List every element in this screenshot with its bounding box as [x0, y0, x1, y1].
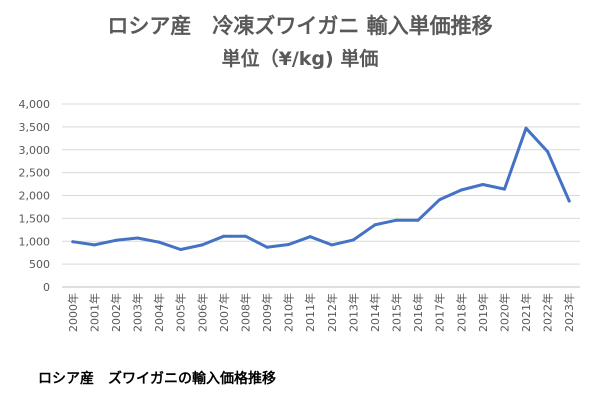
- x-tick-label: 2007年: [217, 293, 231, 332]
- data-point: [546, 150, 550, 154]
- x-tick-label: 2017年: [433, 293, 447, 332]
- y-tick-label: 500: [29, 258, 50, 271]
- figure-caption: ロシア産 ズワイガニの輸入価格推移: [38, 371, 276, 387]
- chart-title: ロシア産 冷凍ズワイガニ 輸入単価推移: [107, 14, 493, 38]
- y-tick-label: 3,000: [19, 144, 51, 157]
- data-point: [308, 235, 312, 239]
- data-point: [222, 234, 226, 238]
- x-tick-label: 2011年: [303, 293, 317, 332]
- data-point: [567, 199, 571, 203]
- data-point: [157, 240, 161, 244]
- data-point: [330, 243, 334, 247]
- data-point: [481, 183, 485, 187]
- x-tick-label: 2019年: [476, 293, 490, 332]
- data-point: [416, 218, 420, 222]
- x-tick-label: 2002年: [109, 293, 123, 332]
- x-tick-label: 2021年: [519, 293, 533, 332]
- chart-subtitle: 単位（¥/kg) 単価: [221, 48, 379, 70]
- data-point: [502, 187, 506, 191]
- data-point: [524, 126, 528, 130]
- x-tick-label: 2018年: [454, 293, 468, 332]
- x-tick-label: 2020年: [497, 293, 511, 332]
- x-tick-label: 2006年: [195, 293, 209, 332]
- data-point: [373, 223, 377, 227]
- x-tick-label: 2014年: [368, 293, 382, 332]
- y-tick-label: 3,500: [19, 121, 51, 134]
- x-tick-label: 2000年: [66, 293, 80, 332]
- data-point: [179, 247, 183, 251]
- data-point: [351, 238, 355, 242]
- x-tick-label: 2012年: [325, 293, 339, 332]
- x-tick-label: 2005年: [174, 293, 188, 332]
- data-point: [395, 218, 399, 222]
- data-point: [92, 243, 96, 247]
- x-tick-label: 2010年: [282, 293, 296, 332]
- data-point: [438, 198, 442, 202]
- y-tick-label: 1,000: [19, 235, 51, 248]
- y-tick-label: 0: [43, 281, 50, 294]
- line-chart: 05001,0001,5002,0002,5003,0003,5004,000 …: [19, 98, 580, 332]
- x-tick-label: 2004年: [152, 293, 166, 332]
- x-tick-label: 2023年: [562, 293, 576, 332]
- data-point: [265, 245, 269, 249]
- x-tick-label: 2003年: [131, 293, 145, 332]
- x-tick-label: 2015年: [390, 293, 404, 332]
- x-tick-label: 2001年: [87, 293, 101, 332]
- y-tick-label: 4,000: [19, 98, 51, 111]
- x-tick-label: 2008年: [238, 293, 252, 332]
- series-line: [71, 126, 571, 251]
- y-tick-label: 2,000: [19, 190, 51, 203]
- data-point: [136, 236, 140, 240]
- x-tick-label: 2009年: [260, 293, 274, 332]
- data-point: [459, 188, 463, 192]
- data-point: [287, 242, 291, 246]
- data-point: [243, 234, 247, 238]
- data-point: [200, 243, 204, 247]
- data-point: [71, 240, 75, 244]
- data-point: [114, 238, 118, 242]
- x-tick-label: 2013年: [346, 293, 360, 332]
- y-tick-label: 2,500: [19, 167, 51, 180]
- x-tick-label: 2022年: [541, 293, 555, 332]
- y-tick-label: 1,500: [19, 212, 51, 225]
- x-tick-label: 2016年: [411, 293, 425, 332]
